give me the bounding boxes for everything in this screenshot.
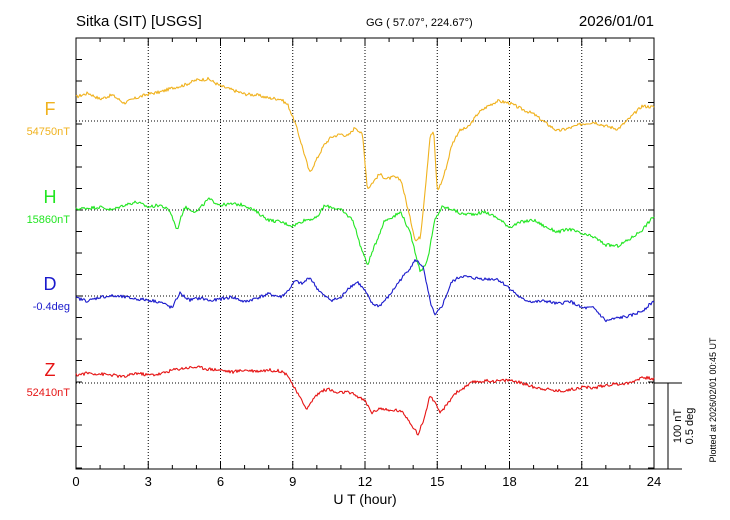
series-name-d: D — [44, 274, 57, 294]
series-name-f: F — [45, 99, 56, 119]
date-label: 2026/01/01 — [579, 13, 654, 30]
scale-bar: 100 nT 0.5 deg — [654, 382, 696, 470]
x-tick-labels: 0 3 6 9 12 15 18 21 24 — [72, 474, 661, 489]
x-tick-label: 15 — [430, 474, 444, 489]
x-tick-label: 18 — [502, 474, 516, 489]
series-labels: F 54750nT H 15860nT D -0.4deg Z 52410nT — [27, 99, 71, 399]
station-title: Sitka (SIT) [USGS] — [76, 13, 202, 30]
series-baseline-f: 54750nT — [27, 126, 71, 138]
series-lines — [75, 76, 655, 436]
x-tick-label: 24 — [647, 474, 661, 489]
plotted-at-label: Plotted at 2026/02/01 00:45 UT — [708, 337, 718, 463]
x-tick-label: 6 — [217, 474, 224, 489]
series-name-h: H — [44, 187, 57, 207]
series-line-h — [75, 197, 655, 273]
x-tick-label: 12 — [358, 474, 372, 489]
series-line-d — [75, 259, 655, 323]
scale-bar-nt-label: 100 nT — [672, 409, 684, 444]
series-line-f — [75, 76, 655, 242]
series-line-z — [75, 365, 655, 436]
series-baseline-z: 52410nT — [27, 387, 71, 399]
series-baseline-d: -0.4deg — [33, 301, 70, 313]
x-tick-label: 9 — [289, 474, 296, 489]
scale-bar-deg-label: 0.5 deg — [684, 408, 696, 445]
x-axis-label: U T (hour) — [333, 491, 396, 507]
x-tick-label: 0 — [72, 474, 79, 489]
baseline-lines — [76, 120, 654, 384]
x-tick-label: 21 — [575, 474, 589, 489]
coordinates-label: GG ( 57.07°, 224.67°) — [366, 17, 473, 29]
x-tick-label: 3 — [145, 474, 152, 489]
series-name-z: Z — [45, 360, 56, 380]
grid-lines — [147, 38, 583, 469]
series-baseline-h: 15860nT — [27, 214, 71, 226]
